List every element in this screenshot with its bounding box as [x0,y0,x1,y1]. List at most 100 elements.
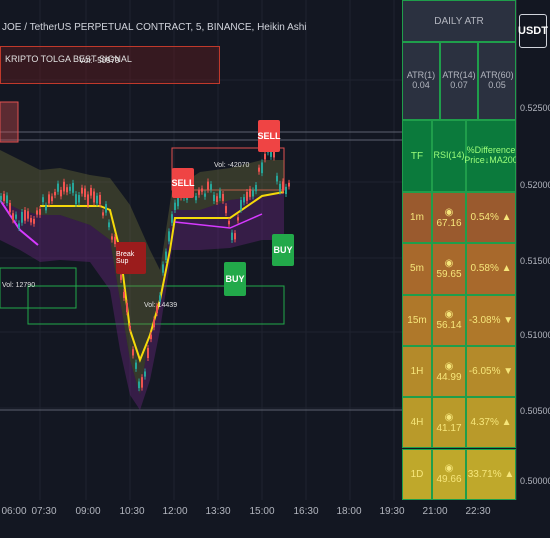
candle [48,194,50,204]
candle [93,191,95,203]
trend-line-magenta [0,199,39,246]
price-label: 0.50000 [520,476,550,486]
candle [6,195,8,204]
candle [33,218,35,224]
candle [216,196,218,202]
time-label: 15:00 [249,506,275,517]
rsi-cell: ◉ 49.66 [432,448,466,500]
candle [45,205,47,211]
volume-label-2: Vol: 14439 [144,302,178,309]
candle [30,218,32,223]
candle [138,381,140,389]
candle [249,188,251,197]
candle [261,162,263,174]
candle [237,217,239,221]
atr-table: DAILY ATR ATR(1) 0.04 ATR(14) 0.07 ATR(6… [402,0,518,500]
rsi-cell: ◉ 67.16 [432,192,466,244]
rsi-header: RSI(14) [432,120,466,192]
atr-1-value: 0.04 [412,80,430,90]
candle [243,197,245,203]
candle [54,191,56,196]
candle [96,195,98,204]
support-zone [27,285,285,325]
candle [228,220,230,225]
price-axis[interactable] [516,0,550,510]
time-label: 22:30 [465,506,491,517]
candle [12,213,14,221]
candle [258,167,260,172]
diff-cell: -3.08% ▼ [466,294,516,346]
diff-header: %Difference Price↓MA200 [464,120,518,192]
candle [252,190,254,197]
candle [246,191,248,201]
atr-header: DAILY ATR [402,0,516,42]
tf-cell: 5m [402,243,432,295]
candle [15,214,17,219]
buy-signal-1[interactable]: BUY [224,262,246,296]
time-label: 13:30 [205,506,231,517]
sell-signal-2[interactable]: SELL [258,120,281,152]
candle [3,193,5,201]
time-label: 16:30 [293,506,319,517]
rsi-cell: ◉ 41.17 [432,397,466,449]
candle [75,194,77,205]
atr-60-label: ATR(60) [480,70,514,81]
candle [129,325,131,329]
candle [168,231,170,242]
candle [81,187,83,194]
candle [39,209,41,215]
diff-cell: 33.71% ▲ [466,448,516,500]
atr-14-label: ATR(14) [442,70,476,81]
currency-button[interactable]: USDT [518,14,548,48]
time-label: 09:00 [75,506,101,517]
candle [279,183,281,192]
price-label: 0.51500 [520,256,550,266]
support-zone-left [0,267,77,309]
candle [162,264,164,273]
candle [105,204,107,213]
tf-cell: 15m [402,294,432,346]
price-label: 0.52500 [520,103,550,113]
candle [69,186,71,191]
candle [222,193,224,201]
candle [99,194,101,205]
time-label: 07:30 [31,506,57,517]
candle [141,377,143,388]
time-label: 21:00 [422,506,448,517]
candle [126,302,128,313]
break-support-label[interactable]: Break Sup [116,242,146,274]
candle [174,202,176,211]
tf-header: TF [402,120,432,192]
candle [219,190,221,199]
candle [57,183,59,192]
candle [24,210,26,221]
indicator-label-box[interactable]: KRIPTO TOLGA BEST SIGNAL Vol: -50979 [0,46,220,84]
sell-signal-1[interactable]: SELL [172,168,195,198]
tf-cell: 1m [402,192,432,244]
candle [9,203,11,213]
candle [234,233,236,240]
candle [66,187,68,193]
chart-area[interactable]: JOE / TetherUS PERPETUAL CONTRACT, 5, BI… [0,0,516,510]
buy-signal-2[interactable]: BUY [272,234,294,266]
time-label: 18:00 [336,506,362,517]
time-label: 06:00 [1,506,27,517]
candle [210,184,212,190]
tf-cell: 1H [402,345,432,398]
time-axis[interactable] [0,500,550,538]
candle [153,319,155,328]
price-label: 0.50500 [520,406,550,416]
candle [270,151,272,157]
candle [60,189,62,197]
atr-col-14: ATR(14) 0.07 [440,42,478,120]
atr-60-value: 0.05 [488,80,506,90]
candle [111,236,113,240]
candle [285,186,287,195]
candle [240,199,242,210]
candle [171,214,173,223]
tf-cell: 1D [402,448,432,500]
candle [276,175,278,182]
rsi-cell: ◉ 44.99 [432,345,466,398]
candle [18,223,20,228]
time-label: 10:30 [119,506,145,517]
